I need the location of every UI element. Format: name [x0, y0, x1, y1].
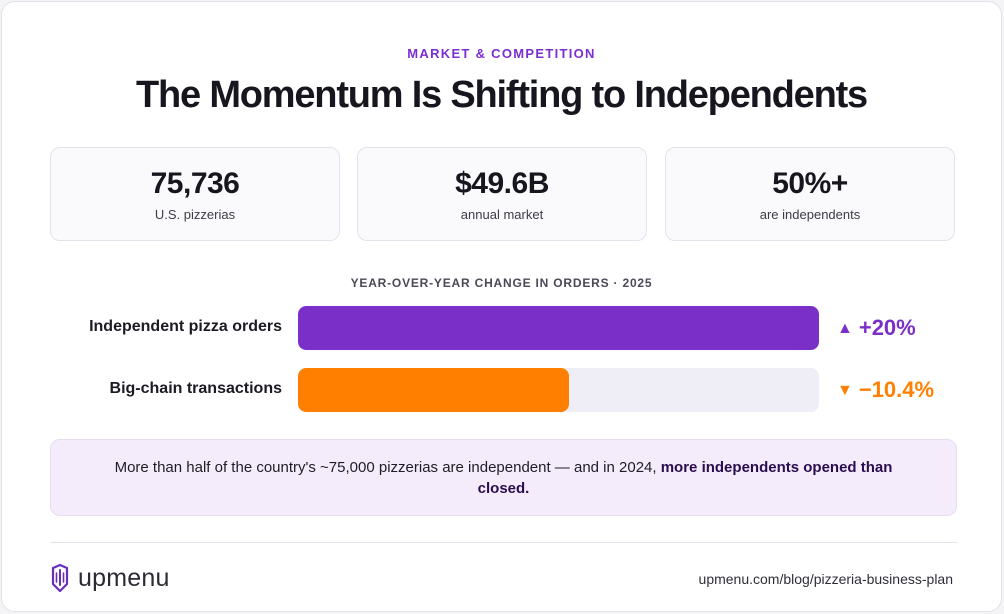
callout-note: More than half of the country's ~75,000 …: [50, 439, 957, 516]
stat-card-independents: 50%+ are independents: [665, 147, 955, 241]
stat-value: 50%+: [772, 167, 848, 200]
change-label: +20%: [858, 315, 916, 340]
bar-fill-big-chain: [298, 368, 569, 412]
bar-label-big-chain: Big-chain transactions: [109, 380, 282, 397]
bar-fill-independent: [298, 306, 819, 350]
triangle-up-icon: ▲: [837, 320, 853, 337]
stat-label: annual market: [460, 207, 544, 222]
bar-track-big-chain: [298, 368, 819, 412]
note-emphasis: more independents opened than closed.: [477, 459, 893, 497]
bar-label-independent: Independent pizza orders: [89, 318, 282, 335]
stat-card-market: $49.6B annual market: [357, 147, 647, 241]
note-text: More than half of the country's ~75,000 …: [114, 459, 661, 476]
stat-value: $49.6B: [455, 167, 549, 200]
stat-card-pizzerias: 75,736 U.S. pizzerias: [50, 147, 340, 241]
upmenu-logo: upmenu: [50, 563, 170, 593]
source-url: upmenu.com/blog/pizzeria-business-plan: [698, 571, 953, 587]
upmenu-logo-icon: [51, 564, 69, 592]
change-value-independent: ▲ +20%: [837, 315, 916, 341]
stat-value: 75,736: [150, 167, 240, 200]
change-label: −10.4%: [858, 377, 935, 402]
chart-title: YEAR-OVER-YEAR CHANGE IN ORDERS · 2025: [350, 276, 653, 290]
change-value-big-chain: ▼ −10.4%: [837, 377, 934, 403]
stat-label: are independents: [759, 207, 861, 222]
page-title: The Momentum Is Shifting to Independents: [136, 74, 868, 116]
eyebrow-label: MARKET & COMPETITION: [407, 46, 596, 61]
footer-divider: [50, 542, 957, 543]
stat-label: U.S. pizzerias: [154, 207, 236, 222]
logo-wordmark: upmenu: [78, 563, 170, 592]
triangle-down-icon: ▼: [837, 382, 853, 399]
bar-track-independent: [298, 306, 819, 350]
